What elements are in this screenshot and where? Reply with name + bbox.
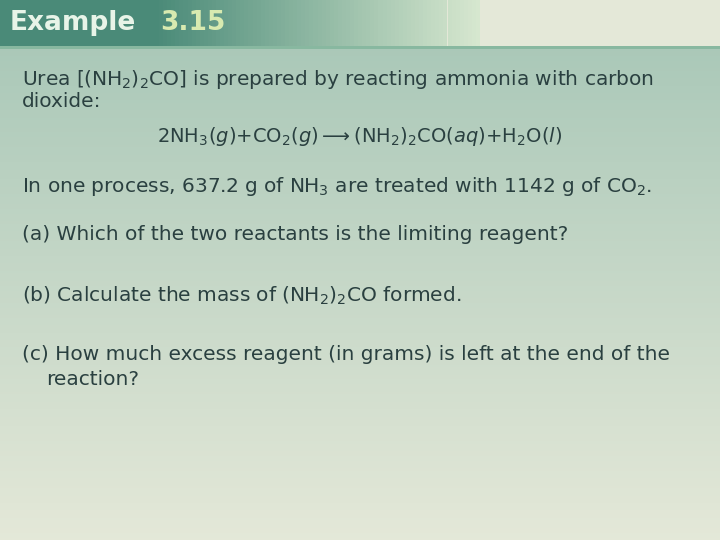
Text: (a) Which of the two reactants is the limiting reagent?: (a) Which of the two reactants is the li…	[22, 225, 568, 244]
Text: Urea [(NH$_2$)$_2$CO] is prepared by reacting ammonia with carbon: Urea [(NH$_2$)$_2$CO] is prepared by rea…	[22, 68, 654, 91]
Text: dioxide:: dioxide:	[22, 92, 102, 111]
Text: $\mathrm{2NH_3}$$(g)$$ + \mathrm{CO_2}$$(g)$$\longrightarrow\mathrm{(NH_2)_2CO}$: $\mathrm{2NH_3}$$(g)$$ + \mathrm{CO_2}$$…	[158, 125, 562, 148]
Text: Example: Example	[10, 10, 136, 36]
Text: (b) Calculate the mass of (NH$_2$)$_2$CO formed.: (b) Calculate the mass of (NH$_2$)$_2$CO…	[22, 285, 462, 307]
Text: In one process, 637.2 g of NH$_3$ are treated with 1142 g of CO$_2$.: In one process, 637.2 g of NH$_3$ are tr…	[22, 175, 652, 198]
Text: reaction?: reaction?	[46, 370, 139, 389]
Text: (c) How much excess reagent (in grams) is left at the end of the: (c) How much excess reagent (in grams) i…	[22, 345, 670, 364]
Text: 3.15: 3.15	[160, 10, 225, 36]
